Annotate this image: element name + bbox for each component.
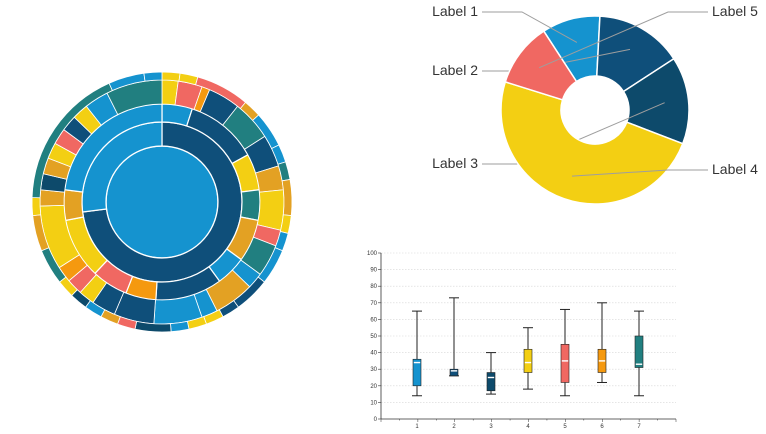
box-y-tick-label-0: 0: [374, 417, 378, 423]
sunburst-ring4-segment-24: [31, 197, 42, 217]
box-y-tick-label-30: 30: [370, 367, 377, 373]
donut-label-2: Label 2: [432, 62, 478, 78]
donut-label-3: Label 3: [432, 155, 478, 171]
donut-leader-line-5: [539, 11, 708, 69]
box-x-tick-label-4: 4: [526, 424, 530, 430]
box-x-tick-label-3: 3: [489, 424, 493, 430]
box-y-tick-label-40: 40: [370, 351, 377, 357]
box-body-2: [449, 368, 459, 377]
box-y-tick-label-10: 10: [370, 400, 377, 406]
box-body-3: [486, 372, 496, 392]
box-x-tick-label-6: 6: [600, 424, 604, 430]
box-y-tick-label-50: 50: [370, 334, 377, 340]
box-x-tick-label-2: 2: [452, 424, 456, 430]
box-y-tick-label-90: 90: [370, 268, 377, 274]
box-y-tick-label-60: 60: [370, 317, 377, 323]
donut-slice-4: [500, 80, 684, 205]
sunburst-ring3-segment-20: [39, 189, 65, 207]
donut-slice-5: [504, 30, 578, 101]
box-x-tick-label-5: 5: [563, 424, 567, 430]
donut-label-1: Label 1: [432, 3, 478, 19]
sunburst-ring4-segment-0: [161, 71, 181, 82]
donut-label-5: Label 5: [712, 3, 758, 19]
box-y-tick-label-100: 100: [367, 251, 378, 257]
donut-leader-line-1: [482, 11, 578, 43]
box-body-1: [412, 358, 422, 387]
box-x-tick-label-7: 7: [637, 424, 641, 430]
box-y-tick-label-20: 20: [370, 384, 377, 390]
sunburst-ring3-segment-7: [256, 189, 285, 231]
donut-chart: Label 1 Label 2 Label 3 Label 4 Label 5: [432, 3, 758, 205]
sunburst-ring2-segment-10: [63, 189, 85, 222]
sunburst-ring4-segment-27: [143, 71, 163, 82]
box-body-5: [560, 343, 570, 383]
box-y-tick-label-70: 70: [370, 301, 377, 307]
sunburst-ring2-segment-3: [239, 189, 261, 222]
donut-label-4: Label 4: [712, 161, 758, 177]
box-plot-chart: 0 10 20 30 40 50 60 70 80 90 100 1 2 3 4 5 6 7: [367, 251, 677, 430]
box-body-4: [523, 348, 533, 373]
box-body-7: [634, 335, 644, 368]
donut-leader-line-4: [571, 169, 708, 177]
box-x-tick-label-1: 1: [415, 424, 419, 430]
box-y-tick-label-80: 80: [370, 284, 377, 290]
sunburst-chart: [31, 71, 293, 333]
sunburst-ring4-segment-7: [281, 178, 293, 217]
